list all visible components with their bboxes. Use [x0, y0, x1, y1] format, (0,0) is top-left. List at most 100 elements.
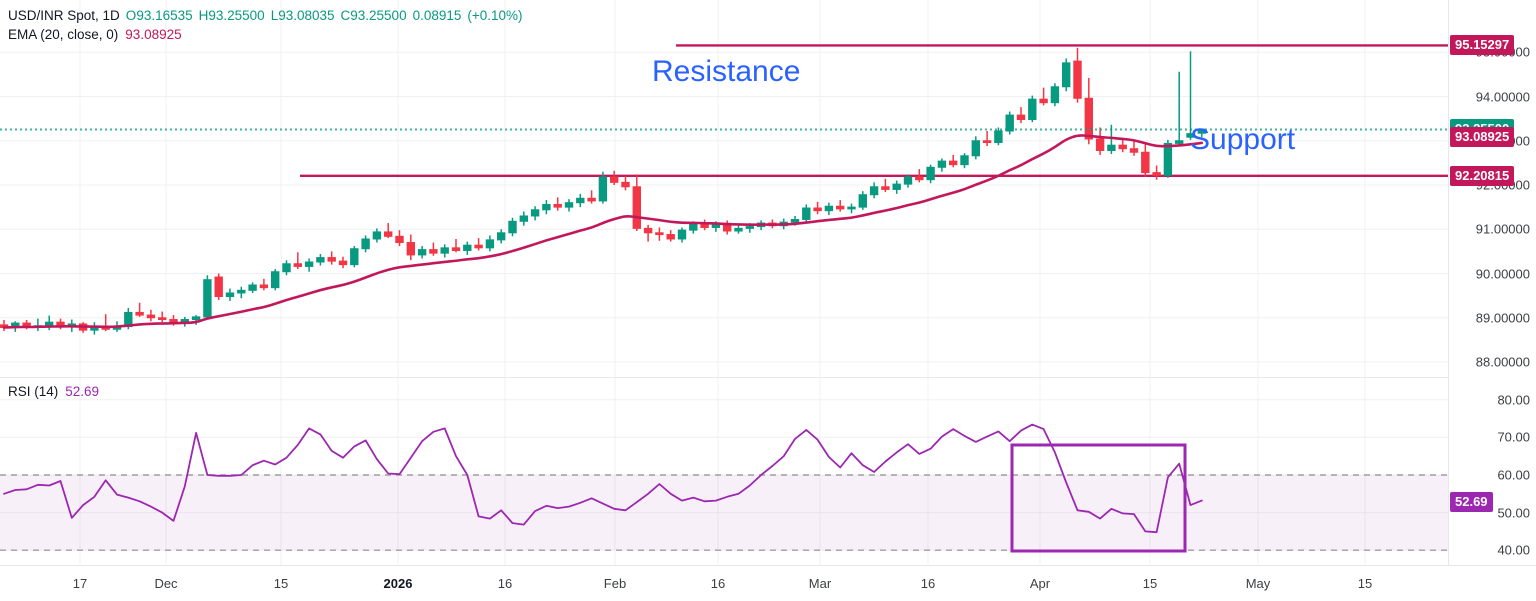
- candle-body[interactable]: [271, 271, 280, 289]
- candle-body[interactable]: [734, 227, 743, 232]
- candle-body[interactable]: [158, 317, 167, 321]
- candle-body[interactable]: [723, 224, 732, 232]
- annotation-support[interactable]: Support: [1190, 123, 1296, 156]
- candle-body[interactable]: [1073, 60, 1082, 99]
- candle-body[interactable]: [802, 207, 811, 221]
- candle-body[interactable]: [1152, 172, 1161, 176]
- candle-body[interactable]: [632, 186, 641, 229]
- rsi-line[interactable]: [3, 423, 1203, 534]
- candle-body[interactable]: [971, 140, 980, 157]
- candle-body[interactable]: [417, 249, 427, 256]
- candle-body[interactable]: [327, 257, 336, 262]
- candle-body[interactable]: [790, 219, 800, 223]
- price-axis[interactable]: 95.0000094.0000093.0000092.0000091.00000…: [1448, 0, 1536, 377]
- annotation-resistance[interactable]: Resistance: [652, 55, 801, 88]
- candle-body[interactable]: [836, 205, 845, 210]
- candle-body[interactable]: [474, 244, 483, 249]
- candle-body[interactable]: [316, 257, 325, 263]
- candle-body[interactable]: [926, 166, 935, 181]
- candle-body[interactable]: [361, 238, 370, 250]
- candle-body[interactable]: [1163, 142, 1173, 176]
- candle-body[interactable]: [1016, 114, 1026, 121]
- candle-body[interactable]: [485, 239, 495, 249]
- candle-body[interactable]: [1175, 140, 1184, 144]
- candle-body[interactable]: [519, 215, 528, 222]
- candle-body[interactable]: [225, 292, 235, 298]
- candle-body[interactable]: [892, 183, 901, 190]
- candle-body[interactable]: [610, 176, 619, 183]
- candle-body[interactable]: [960, 155, 969, 166]
- candle-body[interactable]: [1084, 97, 1093, 140]
- candle-body[interactable]: [621, 181, 630, 188]
- candle-body[interactable]: [248, 284, 257, 291]
- candle-body[interactable]: [1129, 148, 1139, 153]
- candle-body[interactable]: [135, 311, 144, 316]
- candle-body[interactable]: [530, 209, 540, 217]
- candle-body[interactable]: [677, 229, 687, 240]
- candle-body[interactable]: [813, 207, 822, 212]
- candle-body[interactable]: [1118, 144, 1127, 150]
- rsi-axis[interactable]: 80.00 70.00 60.00 50.00 40.00 52.69: [1448, 377, 1536, 565]
- candle-body[interactable]: [858, 194, 867, 208]
- candle-body[interactable]: [949, 160, 958, 166]
- resistance-price-badge[interactable]: 95.15297: [1450, 35, 1515, 56]
- candle-body[interactable]: [203, 279, 212, 318]
- candle-body[interactable]: [576, 197, 585, 204]
- candle-body[interactable]: [395, 235, 404, 244]
- candle-body[interactable]: [655, 232, 664, 236]
- candle-body[interactable]: [169, 319, 178, 323]
- candle-body[interactable]: [994, 130, 1003, 144]
- candle-body[interactable]: [881, 186, 890, 190]
- ema-price-badge[interactable]: 93.08925: [1450, 126, 1515, 147]
- ema-20-line[interactable]: [2, 134, 1204, 329]
- candle-body[interactable]: [915, 176, 924, 181]
- candle-body[interactable]: [372, 231, 382, 240]
- candle-body[interactable]: [237, 289, 246, 294]
- candle-body[interactable]: [440, 247, 449, 254]
- time-axis[interactable]: 17 Dec 15 2026 16 Feb 16 Mar 16 Apr 15 May 15: [0, 565, 1536, 601]
- candle-body[interactable]: [1039, 98, 1048, 104]
- candle-body[interactable]: [1005, 114, 1014, 132]
- candle-body[interactable]: [338, 260, 348, 266]
- candle-body[interactable]: [508, 220, 517, 234]
- candle-body[interactable]: [350, 248, 359, 266]
- candle-body[interactable]: [406, 242, 416, 256]
- candle-body[interactable]: [282, 263, 291, 273]
- price-pane[interactable]: [0, 0, 1448, 377]
- candle-body[interactable]: [146, 314, 156, 319]
- candle-body[interactable]: [1141, 151, 1150, 174]
- candle-body[interactable]: [1028, 98, 1037, 121]
- candle-body[interactable]: [982, 140, 992, 144]
- candle-body[interactable]: [259, 284, 269, 289]
- candle-body[interactable]: [304, 261, 314, 267]
- candle-body[interactable]: [191, 316, 201, 321]
- candle-body[interactable]: [847, 206, 856, 210]
- candle-body[interactable]: [643, 227, 653, 234]
- candle-body[interactable]: [1186, 133, 1195, 138]
- candle-body[interactable]: [384, 231, 393, 237]
- candle-body[interactable]: [824, 205, 834, 212]
- candle-body[interactable]: [463, 244, 472, 251]
- candle-body[interactable]: [689, 223, 698, 231]
- candle-body[interactable]: [937, 160, 947, 168]
- rsi-value-badge[interactable]: 52.69: [1450, 492, 1493, 513]
- candle-body[interactable]: [711, 224, 721, 228]
- candle-body[interactable]: [745, 226, 754, 229]
- candle-body[interactable]: [587, 197, 596, 202]
- candle-body[interactable]: [542, 203, 551, 211]
- rsi-pane[interactable]: [0, 377, 1448, 565]
- candle-body[interactable]: [1062, 62, 1071, 88]
- candle-body[interactable]: [1050, 86, 1060, 104]
- candle-body[interactable]: [666, 234, 675, 240]
- candle-body[interactable]: [869, 186, 879, 196]
- candle-body[interactable]: [1095, 138, 1105, 151]
- candle-body[interactable]: [497, 232, 506, 241]
- candle-body[interactable]: [451, 247, 461, 251]
- candle-body[interactable]: [293, 263, 303, 267]
- support-price-badge[interactable]: 92.20815: [1450, 165, 1515, 186]
- candle-body[interactable]: [598, 176, 608, 202]
- candle-body[interactable]: [903, 176, 913, 185]
- candle-body[interactable]: [429, 249, 438, 254]
- candle-body[interactable]: [564, 202, 574, 208]
- candle-body[interactable]: [553, 203, 562, 208]
